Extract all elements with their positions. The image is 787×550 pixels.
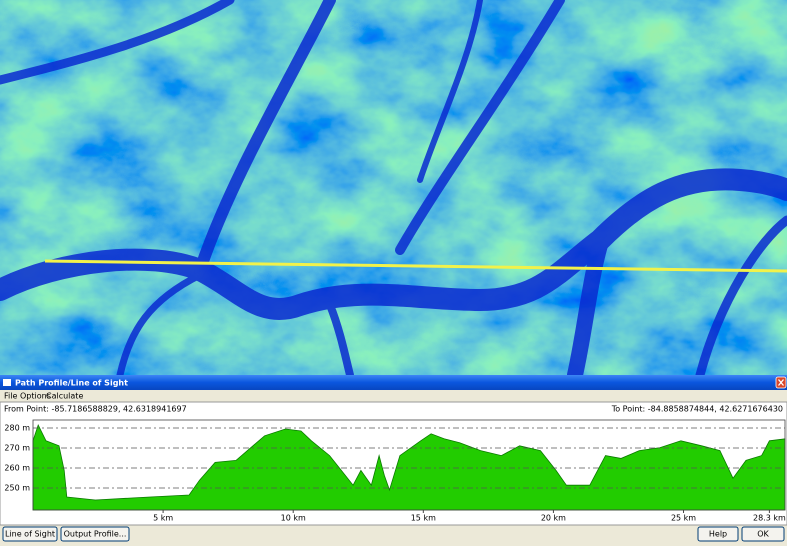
- button-label[interactable]: Line of Sight: [5, 530, 55, 539]
- close-icon: [778, 379, 784, 386]
- y-tick-label: 250 m: [4, 484, 30, 493]
- button-label[interactable]: Output Profile...: [64, 530, 127, 539]
- to-point: To Point: -84.8858874844, 42.6271676430: [611, 405, 783, 414]
- y-tick-label: 270 m: [4, 444, 30, 453]
- y-tick-label: 280 m: [4, 424, 30, 433]
- menu-item[interactable]: Options: [20, 392, 51, 401]
- x-tick-label: 20 km: [541, 514, 566, 523]
- elevation-area: [32, 423, 786, 511]
- path-line: [44, 259, 787, 273]
- window: Path Profile/Line of Sight File Options …: [0, 375, 787, 546]
- button-label[interactable]: OK: [757, 530, 769, 539]
- x-tick-label: 10 km: [281, 514, 306, 523]
- button[interactable]: [697, 526, 739, 542]
- x-tick-label: 28.3 km: [753, 514, 786, 523]
- title-bar: [0, 375, 787, 390]
- y-tick-label: 260 m: [4, 464, 30, 473]
- x-tick-label: 15 km: [411, 514, 436, 523]
- window-icon: [3, 379, 11, 386]
- menu-item[interactable]: File: [4, 392, 17, 401]
- button[interactable]: [60, 526, 130, 542]
- x-tick-label: 25 km: [671, 514, 696, 523]
- x-tick-label: 5 km: [153, 514, 173, 523]
- plot-frame: [32, 419, 786, 511]
- button-label[interactable]: Help: [709, 530, 727, 539]
- window-title: Path Profile/Line of Sight: [15, 379, 128, 388]
- button[interactable]: [2, 526, 58, 542]
- terrain-map: [0, 0, 787, 383]
- menu-item[interactable]: Calculate: [46, 392, 83, 401]
- from-point: From Point: -85.7186588829, 42.631894169…: [4, 405, 187, 414]
- button[interactable]: [741, 526, 785, 542]
